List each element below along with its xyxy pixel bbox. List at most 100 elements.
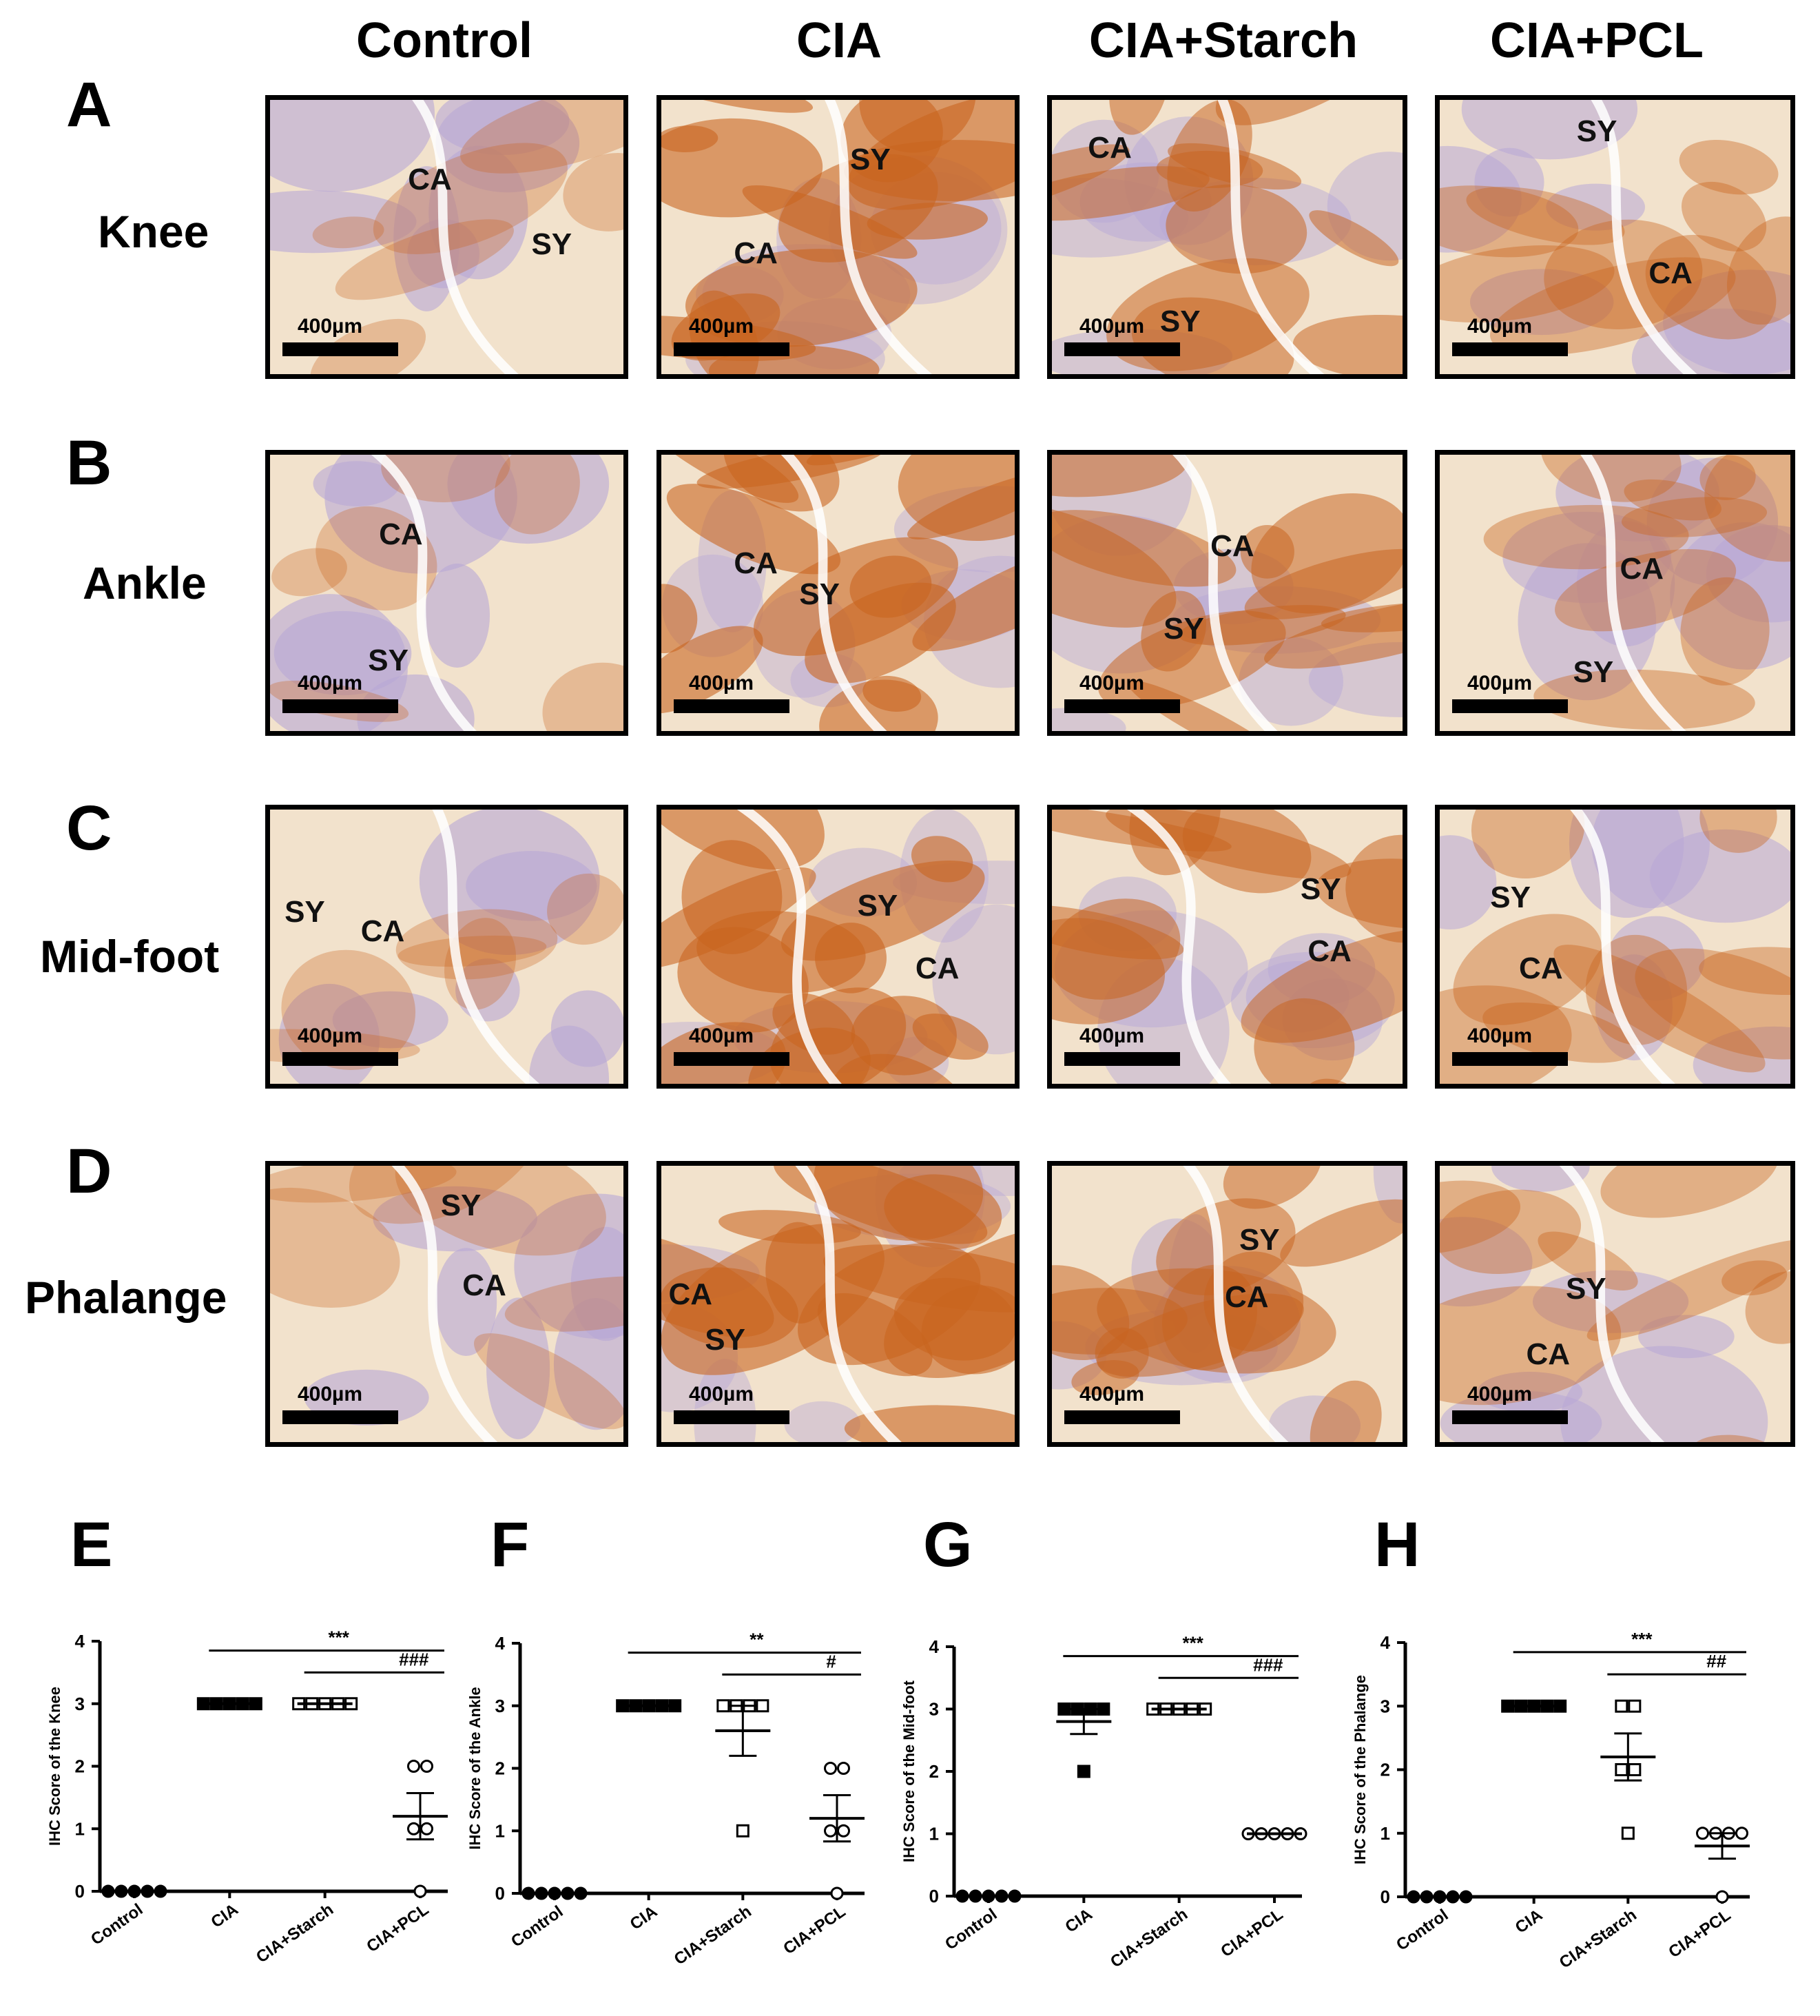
significance-label: ### (1253, 1654, 1283, 1675)
cartilage-label: CA (462, 1268, 506, 1303)
scale-bar (674, 1052, 789, 1066)
micrograph-phalange-cia-starch: CA SY 400µm (1047, 1161, 1407, 1447)
y-tick-label: 1 (929, 1824, 939, 1844)
scale-bar (1064, 1410, 1180, 1424)
y-axis-label: IHC Score of the Phalange (1352, 1675, 1369, 1864)
synovium-label: SY (368, 643, 409, 677)
data-point (1097, 1703, 1110, 1716)
data-point (420, 1822, 433, 1835)
y-tick-label: 3 (495, 1696, 505, 1716)
data-point (1077, 1765, 1090, 1778)
x-tick-label: CIA (207, 1900, 241, 1932)
y-tick-label: 3 (929, 1699, 939, 1720)
scale-bar-label: 400µm (1467, 1025, 1533, 1047)
scale-bar-label: 400µm (298, 1383, 363, 1406)
data-point (824, 1824, 837, 1838)
data-point (830, 1886, 844, 1900)
scale-bar (674, 1410, 789, 1424)
x-tick-label: Control (1393, 1906, 1451, 1955)
micrograph-knee-cia-pcl: SY CA 400µm (1435, 95, 1795, 379)
stained-tissue-image (1052, 455, 1403, 731)
synovium-label: SY (1164, 612, 1204, 646)
scale-bar-label: 400µm (689, 1383, 754, 1406)
cartilage-label: CA (1620, 552, 1664, 586)
column-header-cia-pcl: CIA+PCL (1489, 13, 1704, 68)
y-tick-label: 0 (1380, 1886, 1390, 1907)
significance-label: ### (399, 1649, 429, 1669)
stained-tissue-image (1440, 455, 1790, 731)
data-point (407, 1760, 420, 1773)
micrograph-mid-foot-control: CA SY 400µm (265, 805, 628, 1089)
synovium-label: SY (705, 1323, 745, 1357)
stained-tissue-image (661, 455, 1015, 731)
scale-bar (282, 699, 398, 713)
y-axis-label: IHC Score of the Mid-foot (900, 1680, 918, 1862)
synovium-label: SY (531, 227, 572, 262)
stained-tissue-image (1440, 810, 1790, 1084)
scale-bar (674, 342, 789, 356)
scale-bar (282, 1052, 398, 1066)
chart-f: 0 1 2 3 4 IHC Score of the Ankle Control CIA CIA… (466, 1629, 865, 1969)
data-point (1615, 1763, 1628, 1776)
synovium-label: SY (1576, 114, 1617, 148)
synovium-label: SY (1159, 304, 1201, 338)
scale-bar-label: 400µm (1079, 1383, 1145, 1406)
row-label-mid-foot: Mid-foot (40, 931, 220, 982)
x-tick-label: Control (508, 1902, 566, 1951)
micrograph-ankle-control: CA SY 400µm (265, 450, 628, 736)
scale-bar (674, 699, 789, 713)
scale-bar-label: 400µm (298, 315, 363, 338)
data-point (736, 1824, 749, 1838)
data-point (1628, 1763, 1642, 1776)
y-tick-label: 3 (75, 1694, 85, 1714)
synovium-label: SY (850, 142, 891, 176)
scale-bar-label: 400µm (1467, 1383, 1533, 1406)
stained-tissue-image (1052, 810, 1403, 1084)
y-tick-label: 4 (75, 1631, 85, 1652)
x-tick-label: CIA+PCL (363, 1900, 432, 1956)
cartilage-label: CA (734, 546, 778, 580)
cartilage-label: CA (1307, 934, 1352, 969)
cartilage-label: CA (1648, 256, 1693, 290)
micrograph-mid-foot-cia: CA SY 400µm (656, 805, 1020, 1089)
data-point (837, 1824, 850, 1838)
cartilage-label: CA (1210, 528, 1254, 563)
stained-tissue-image (270, 100, 623, 374)
micrograph-phalange-cia: CA SY 400µm (656, 1161, 1020, 1447)
significance-label: ## (1706, 1651, 1726, 1672)
y-tick-label: 1 (495, 1820, 505, 1841)
x-tick-label: CIA+PCL (780, 1902, 849, 1958)
micrograph-phalange-control: CA SY 400µm (265, 1161, 628, 1447)
scale-bar-label: 400µm (298, 672, 363, 695)
panel-letter-g: G (923, 1510, 973, 1580)
stained-tissue-image (1440, 100, 1790, 374)
y-tick-label: 2 (929, 1761, 939, 1782)
scale-bar-label: 400µm (298, 1025, 363, 1047)
chart-h: 0 1 2 3 4 IHC Score of the Phalange Control CIA… (1352, 1629, 1750, 1973)
cartilage-label: CA (379, 517, 423, 552)
micrograph-knee-control: CA SY 400µm (265, 95, 628, 379)
y-tick-label: 1 (75, 1818, 85, 1839)
column-header-cia-starch: CIA+Starch (1088, 13, 1358, 68)
x-tick-label: CIA (1512, 1906, 1546, 1937)
x-tick-label: CIA+Starch (253, 1900, 337, 1967)
row-label-knee: Knee (98, 206, 209, 257)
cartilage-label: CA (408, 162, 452, 196)
x-tick-label: CIA+PCL (1217, 1905, 1286, 1961)
panel-letter-f: F (490, 1510, 530, 1580)
cartilage-label: CA (1519, 952, 1563, 985)
scale-bar (1452, 1052, 1568, 1066)
stained-tissue-image (270, 810, 623, 1084)
data-point (1715, 1890, 1729, 1904)
row-label-phalange: Phalange (25, 1272, 227, 1323)
scale-bar (282, 342, 398, 356)
data-point (837, 1762, 850, 1775)
synovium-label: SY (799, 577, 840, 612)
scale-bar (1064, 699, 1180, 713)
synovium-label: SY (440, 1189, 482, 1223)
scale-bar-label: 400µm (1079, 1025, 1145, 1047)
cartilage-label: CA (1088, 131, 1132, 165)
synovium-label: SY (1300, 872, 1341, 906)
data-point (407, 1822, 420, 1835)
